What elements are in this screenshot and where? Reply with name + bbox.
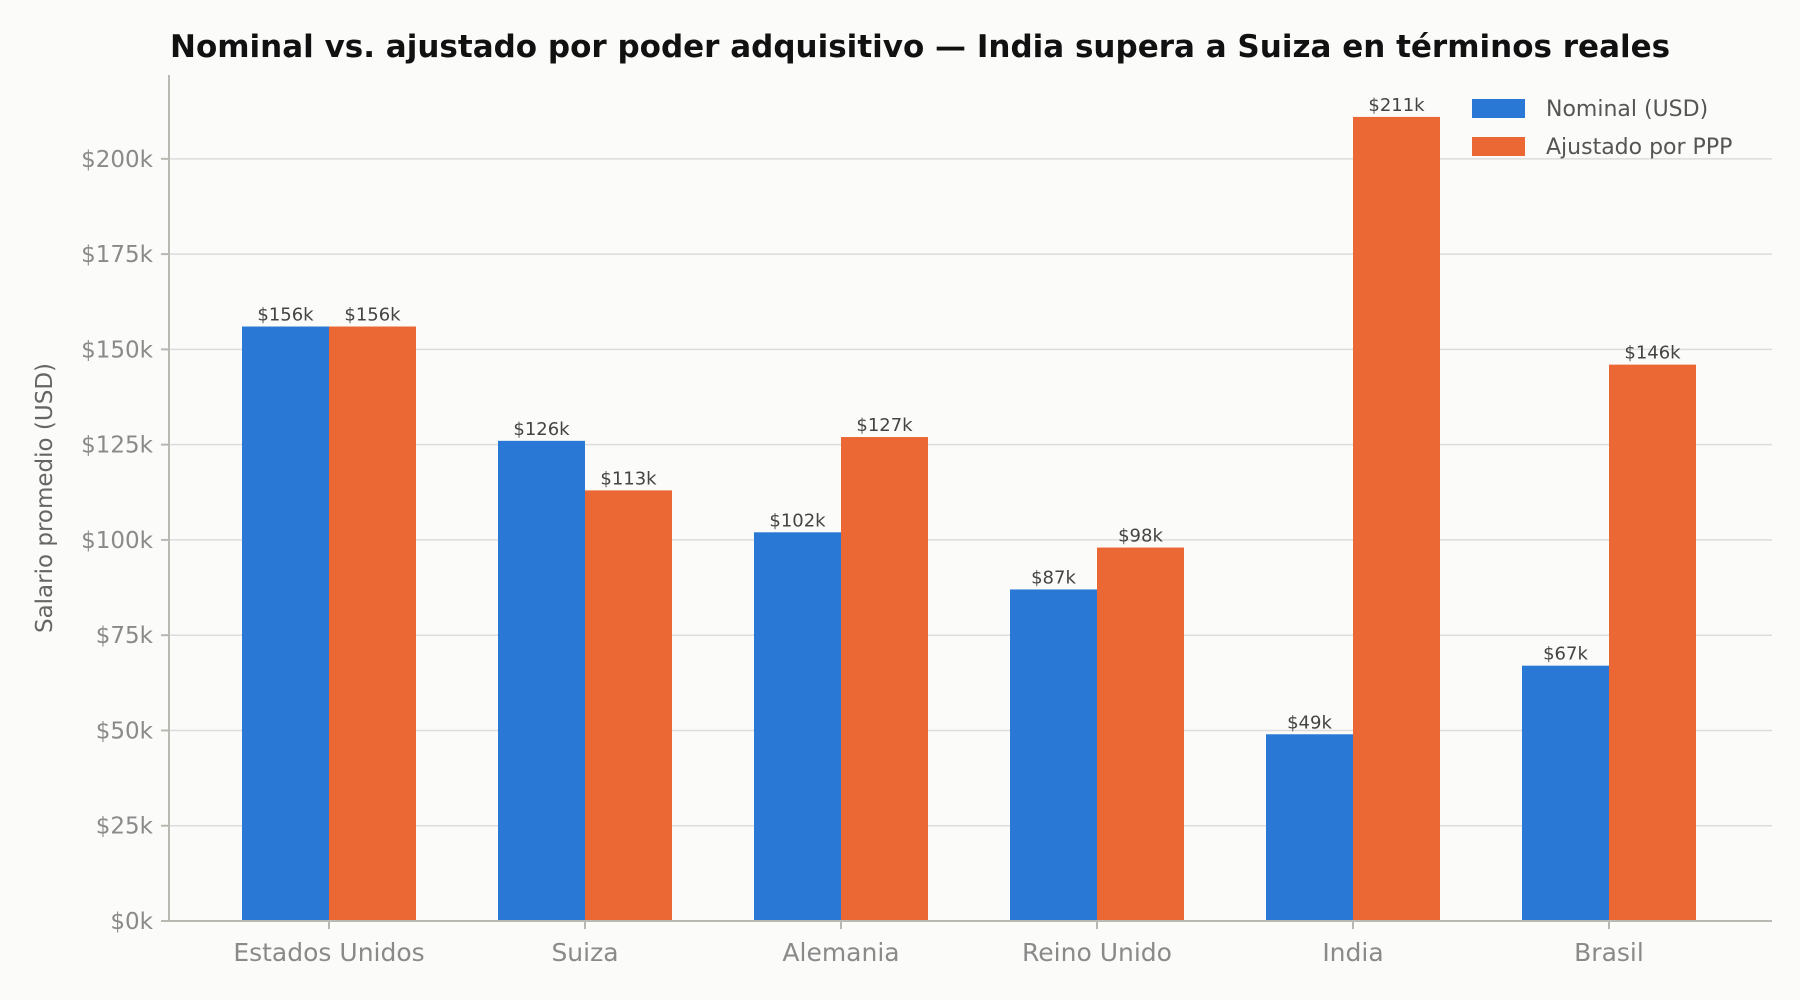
y-tick-label: $125k <box>81 433 154 459</box>
y-tick-label: $150k <box>81 337 154 363</box>
bar-nominal <box>1266 734 1353 921</box>
bar-ppp <box>1097 547 1184 921</box>
x-tick-label: Brasil <box>1574 938 1644 967</box>
legend-label: Ajustado por PPP <box>1546 135 1732 160</box>
x-tick-label: Alemania <box>782 938 899 967</box>
bar-nominal <box>498 440 585 921</box>
bar-ppp <box>585 490 672 921</box>
legend-swatch <box>1472 137 1525 156</box>
bar-ppp <box>329 326 416 921</box>
data-label: $127k <box>856 415 913 436</box>
x-axis-ticks: Estados Unidos Suiza Alemania Reino Unido In… <box>233 921 1644 967</box>
y-axis-title: Salario promedio (USD) <box>32 363 58 633</box>
bars <box>242 116 1696 922</box>
y-tick-label: $25k <box>96 814 154 840</box>
data-label: $211k <box>1368 95 1425 116</box>
bar-ppp <box>841 437 928 921</box>
y-tick-label: $175k <box>81 242 154 268</box>
y-tick-label: $200k <box>81 147 154 173</box>
bar-nominal <box>754 532 841 921</box>
x-tick-label: Reino Unido <box>1022 938 1172 967</box>
x-tick-label: India <box>1322 938 1383 967</box>
y-axis-ticks: $0k $25k $50k $75k $100k $125k $150k $175k $200k <box>81 147 169 935</box>
legend: Nominal (USD) Ajustado por PPP <box>1472 97 1732 160</box>
data-label: $126k <box>513 419 570 440</box>
bar-ppp <box>1609 364 1696 922</box>
data-label: $146k <box>1624 343 1681 364</box>
data-label: $87k <box>1031 567 1076 588</box>
legend-label: Nominal (USD) <box>1546 97 1708 122</box>
bar-ppp <box>1353 116 1440 921</box>
legend-swatch <box>1472 99 1525 118</box>
grid-lines <box>169 158 1772 827</box>
data-label: $156k <box>257 305 314 326</box>
chart-title: Nominal vs. ajustado por poder adquisiti… <box>170 29 1670 65</box>
y-tick-label: $0k <box>110 909 153 935</box>
x-tick-label: Suiza <box>551 938 618 967</box>
bar-nominal <box>1522 665 1609 921</box>
data-label: $102k <box>769 510 826 531</box>
data-label: $113k <box>600 468 657 489</box>
y-tick-label: $100k <box>81 528 154 554</box>
bar-nominal <box>242 326 329 921</box>
data-label: $156k <box>344 305 401 326</box>
y-tick-label: $50k <box>96 718 154 744</box>
y-tick-label: $75k <box>96 623 154 649</box>
data-label: $67k <box>1543 644 1588 665</box>
x-tick-label: Estados Unidos <box>233 938 424 967</box>
data-label: $49k <box>1287 712 1332 733</box>
data-label: $98k <box>1118 526 1163 547</box>
bar-nominal <box>1010 589 1097 921</box>
data-labels: $156k $156k $126k $113k $102k $127k $87k $98k $4… <box>257 95 1681 733</box>
